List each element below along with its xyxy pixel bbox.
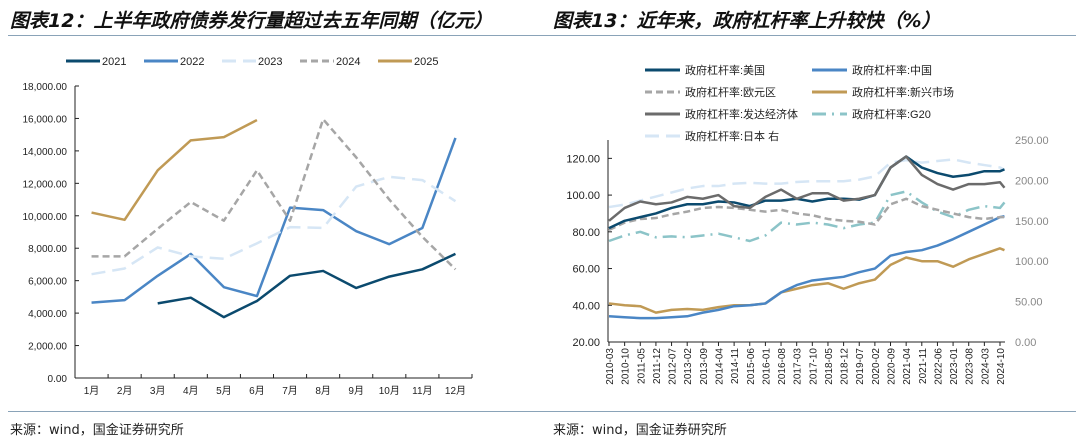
- left-x-tick-label: 7月: [282, 385, 298, 397]
- right-chart-x-tick-label: 2012-07: [668, 348, 679, 385]
- left-y-tick-label: 14,000.00: [23, 147, 68, 158]
- left-legend-label: 2023: [258, 56, 282, 68]
- right-chart-x-tick-label: 2022-06: [933, 348, 944, 385]
- left-y-tick-label: 8,000.00: [28, 244, 67, 255]
- right-chart-x-tick-label: 2010-10: [621, 348, 632, 385]
- right-series-政府杠杆率:日本 右: [608, 158, 1006, 209]
- right-chart-x-tick-label: 2016-08: [777, 348, 788, 385]
- left-y-tick-label: 18,000.00: [23, 82, 68, 93]
- left-x-tick-label: 1月: [84, 385, 100, 397]
- left-legend-label: 2025: [414, 56, 438, 68]
- right-legend-label: 政府杠杆率:中国: [852, 63, 932, 77]
- right-chart-x-tick-label: 2023-08: [965, 348, 976, 385]
- left-series-2023: [91, 175, 457, 276]
- right-chart-x-tick-label: 2010-03: [605, 348, 616, 385]
- left-x-tick-label: 4月: [183, 385, 199, 397]
- source-divider: [8, 411, 1076, 412]
- right-legend-label: 政府杠杆率:欧元区: [685, 85, 776, 99]
- right-chart-y-tick-label: 20.00: [572, 337, 600, 349]
- right-chart-x-tick-label: 2014-04: [714, 348, 725, 385]
- right-series-政府杠杆率:美国: [608, 155, 1005, 230]
- left-legend-label: 2021: [102, 56, 126, 68]
- right-chart-y-tick-label: 100.00: [566, 190, 600, 202]
- left-x-tick-label: 3月: [150, 385, 166, 397]
- right-chart-x-tick-label: 2013-09: [699, 348, 710, 385]
- right-chart-y2-tick-label: 0.00: [1015, 337, 1036, 349]
- left-x-tick-label: 8月: [315, 385, 331, 397]
- right-chart-x-tick-label: 2016-01: [761, 348, 772, 385]
- title-divider: [8, 35, 1076, 36]
- right-chart-x-tick-label: 2021-04: [902, 348, 913, 385]
- left-y-tick-label: 6,000.00: [28, 277, 67, 288]
- right-chart-x-tick-label: 2018-12: [840, 348, 851, 385]
- right-chart-y2-tick-label: 200.00: [1015, 175, 1049, 187]
- right-series-政府杠杆率:欧元区: [608, 197, 1005, 232]
- right-legend-label: 政府杠杆率:发达经济体: [685, 107, 798, 121]
- left-source-note: 来源：wind，国金证券研究所: [10, 423, 184, 438]
- left-y-tick-label: 12,000.00: [23, 179, 68, 190]
- right-chart-y-tick-label: 40.00: [572, 300, 600, 312]
- left-x-tick-label: 6月: [249, 385, 265, 397]
- right-legend-label: 政府杠杆率:新兴市场: [852, 85, 954, 99]
- right-chart-x-tick-label: 2017-10: [808, 348, 819, 385]
- right-chart-x-tick-label: 2024-03: [980, 348, 991, 385]
- right-chart-x-tick-label: 2020-09: [887, 348, 898, 385]
- right-chart-y2-tick-label: 250.00: [1015, 135, 1049, 147]
- right-legend-label: 政府杠杆率:美国: [685, 63, 765, 77]
- left-x-tick-label: 10月: [379, 385, 400, 397]
- left-series-2024: [91, 118, 457, 271]
- left-y-tick-label: 4,000.00: [28, 309, 67, 320]
- right-series-政府杠杆率:G20: [608, 190, 1006, 243]
- right-series-政府杠杆率:中国: [608, 214, 1005, 320]
- left-x-tick-label: 2月: [117, 385, 133, 397]
- left-x-tick-label: 5月: [216, 385, 232, 397]
- right-chart-x-tick-label: 2020-02: [871, 348, 882, 385]
- right-chart-y2-tick-label: 150.00: [1015, 216, 1049, 228]
- right-chart-x-tick-label: 2023-01: [949, 348, 960, 385]
- right-chart-x-tick-label: 2011-12: [652, 348, 663, 384]
- right-series-政府杠杆率:新兴市场: [608, 247, 1005, 314]
- right-legend-label: 政府杠杆率:G20: [852, 107, 931, 121]
- left-x-tick-label: 9月: [348, 385, 364, 397]
- right-chart-y2-tick-label: 50.00: [1015, 297, 1043, 309]
- right-chart-y-tick-label: 60.00: [572, 264, 600, 276]
- right-chart-x-tick-label: 2018-05: [824, 348, 835, 385]
- right-chart-x-tick-label: 2014-11: [730, 348, 741, 384]
- left-series-2025: [91, 118, 258, 222]
- right-chart-y2-tick-label: 100.00: [1015, 256, 1049, 268]
- right-chart-x-tick-label: 2019-07: [855, 348, 866, 385]
- left-y-tick-label: 16,000.00: [23, 114, 68, 125]
- left-legend-label: 2024: [336, 56, 360, 68]
- right-chart-x-tick-label: 2021-11: [918, 348, 929, 384]
- left-chart-title: 图表12：上半年政府债券发行量超过去五年同期（亿元）: [10, 10, 493, 32]
- right-chart-x-tick-label: 2013-02: [683, 348, 694, 385]
- right-series-政府杠杆率:发达经济体: [608, 155, 1006, 222]
- left-y-tick-label: 2,000.00: [28, 342, 67, 353]
- left-legend-label: 2022: [180, 56, 204, 68]
- right-chart-y-tick-label: 120.00: [566, 153, 600, 165]
- right-chart-title: 图表13：近年来，政府杠杆率上升较快（%）: [553, 10, 941, 32]
- right-chart-x-tick-label: 2017-03: [793, 348, 804, 385]
- left-series-2021: [157, 252, 456, 319]
- right-chart-y-tick-label: 80.00: [572, 227, 600, 239]
- right-legend-label: 政府杠杆率:日本 右: [685, 129, 779, 143]
- left-series-2022: [91, 137, 457, 304]
- left-y-tick-label: 10,000.00: [23, 212, 68, 223]
- left-y-tick-label: 0.00: [48, 374, 68, 385]
- right-chart-x-tick-label: 2015-06: [746, 348, 757, 385]
- right-chart-x-tick-label: 2011-05: [636, 348, 647, 384]
- left-x-tick-label: 12月: [445, 385, 466, 397]
- left-x-tick-label: 11月: [412, 385, 432, 397]
- right-source-note: 来源：wind，国金证券研究所: [553, 423, 727, 438]
- right-chart-x-tick-label: 2024-10: [996, 348, 1007, 385]
